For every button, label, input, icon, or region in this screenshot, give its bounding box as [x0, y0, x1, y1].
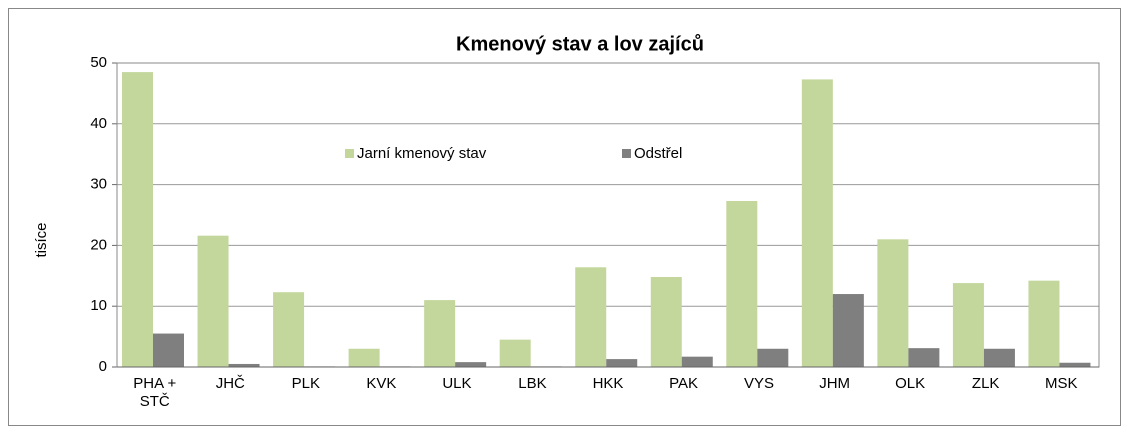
bar — [153, 333, 184, 367]
bar — [908, 348, 940, 367]
bar — [832, 294, 864, 367]
chart-title: Kmenový stav a lov zajíců — [456, 33, 704, 55]
x-tick-label: ULK — [442, 375, 472, 392]
y-tick-label: 50 — [90, 54, 107, 71]
bar — [197, 235, 229, 367]
bar — [575, 267, 607, 367]
x-tick-label: KVK — [366, 375, 397, 392]
bar — [455, 362, 487, 367]
bar — [726, 201, 758, 367]
x-tick-label: PLK — [291, 375, 321, 392]
x-tick-label: VYS — [744, 375, 775, 392]
x-tick-label: LBK — [518, 375, 547, 392]
bar — [228, 363, 260, 367]
y-tick-label: 0 — [99, 358, 107, 375]
x-tick-label: JHČ — [215, 375, 245, 392]
bar — [801, 79, 833, 367]
legend-swatch — [622, 149, 631, 158]
x-tick-label: OLK — [895, 375, 926, 392]
bar — [122, 72, 153, 368]
x-tick-label: MSK — [1044, 375, 1078, 392]
bar — [499, 339, 531, 367]
y-tick-label: 10 — [90, 297, 107, 314]
bar — [424, 300, 456, 367]
bar — [983, 348, 1015, 367]
bar — [606, 359, 638, 367]
y-tick-label: 20 — [90, 236, 107, 253]
bar — [757, 348, 789, 367]
y-tick-label: 30 — [90, 176, 107, 193]
bar — [348, 348, 380, 367]
legend-label: Jarní kmenový stav — [357, 145, 487, 162]
x-tick-label: HKK — [592, 375, 624, 392]
x-tick-label: ZLK — [971, 375, 1000, 392]
bar — [877, 239, 909, 367]
x-tick-label: PAK — [669, 375, 698, 392]
bar — [1059, 362, 1091, 367]
legend-label: Odstřel — [634, 145, 682, 162]
x-tick-label: JHM — [819, 375, 851, 392]
y-axis-label: tisíce — [33, 222, 50, 257]
bar — [1028, 280, 1060, 367]
bar — [650, 277, 682, 367]
legend-swatch — [345, 149, 354, 158]
x-tick-label: PHA + STČ — [133, 375, 177, 410]
y-tick-label: 40 — [90, 115, 107, 132]
bar — [681, 356, 713, 367]
bar — [952, 283, 984, 367]
bar — [273, 292, 305, 367]
